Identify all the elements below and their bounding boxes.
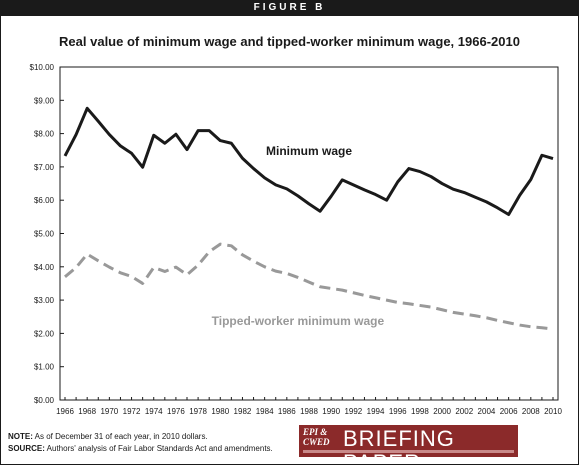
- y-tick-label: $9.00: [34, 96, 55, 105]
- y-tick-label: $7.00: [34, 163, 55, 172]
- chart-title: Real value of minimum wage and tipped-wo…: [59, 34, 520, 49]
- series-label-tipped-worker: Tipped-worker minimum wage: [212, 314, 385, 328]
- x-tick-label: 1988: [300, 407, 318, 416]
- y-tick-label: $10.00: [30, 63, 55, 72]
- x-tick-label: 1984: [256, 407, 274, 416]
- logo-name-text: BRIEFING PAPER: [343, 426, 455, 458]
- source-text: Authors' analysis of Fair Labor Standard…: [44, 444, 273, 453]
- x-tick-label: 2000: [433, 407, 451, 416]
- y-tick-label: $2.00: [34, 329, 55, 338]
- x-tick-label: 2008: [522, 407, 540, 416]
- source-label: SOURCE:: [8, 444, 45, 453]
- chart-notes: NOTE: As of December 31 of each year, in…: [8, 431, 273, 455]
- x-tick-label: 1986: [278, 407, 296, 416]
- y-tick-label: $8.00: [34, 130, 55, 139]
- series-lines: [63, 106, 554, 331]
- y-tick-label: $0.00: [34, 396, 55, 405]
- x-tick-label: 1966: [56, 407, 74, 416]
- logo-epi-text: EPI &: [303, 427, 328, 437]
- x-tick-label: 2010: [544, 407, 562, 416]
- x-tick-label: 1990: [322, 407, 340, 416]
- x-tick-label: 2006: [500, 407, 518, 416]
- series-label-minimum-wage: Minimum wage: [266, 144, 352, 158]
- x-tick-label: 1980: [211, 407, 229, 416]
- y-tick-label: $4.00: [34, 263, 55, 272]
- note-label: NOTE:: [8, 432, 33, 441]
- x-tick-label: 2002: [455, 407, 473, 416]
- x-tick-label: 1970: [100, 407, 118, 416]
- note-line: NOTE: As of December 31 of each year, in…: [8, 431, 273, 443]
- series-line-minimum-wage: [63, 106, 554, 217]
- x-tick-label: 1998: [411, 407, 429, 416]
- y-tick-label: $5.00: [34, 230, 55, 239]
- y-tick-label: $3.00: [34, 296, 55, 305]
- logo-cwed-text: CWED: [303, 437, 330, 447]
- briefing-paper-logo: EPI & CWED BRIEFING PAPER: [299, 425, 518, 457]
- y-tick-label: $6.00: [34, 196, 55, 205]
- x-tick-label: 1972: [123, 407, 141, 416]
- x-tick-label: 1994: [367, 407, 385, 416]
- logo-tagline-bar: [303, 450, 514, 453]
- source-line: SOURCE: Authors' analysis of Fair Labor …: [8, 443, 273, 455]
- figure-label: FIGURE B: [0, 0, 579, 16]
- x-tick-labels: 1966 1968 1970 1972 1974 1976 1978 1980 1982 1984…: [56, 407, 562, 416]
- x-tick-label: 1976: [167, 407, 185, 416]
- x-tick-label: 1996: [389, 407, 407, 416]
- x-tick-label: 1974: [145, 407, 163, 416]
- plot-area-border: [59, 66, 559, 401]
- y-tick-labels: $0.00 $1.00 $2.00 $3.00 $4.00 $5.00 $6.00 $7.00…: [30, 63, 55, 405]
- series-annotations: Minimum wage Tipped-worker minimum wage: [212, 144, 385, 328]
- x-tick-label: 1982: [234, 407, 252, 416]
- x-tick-label: 1968: [78, 407, 96, 416]
- y-tick-label: $1.00: [34, 363, 55, 372]
- chart-axes: [59, 66, 559, 401]
- x-tick-label: 2004: [478, 407, 496, 416]
- x-tick-label: 1978: [189, 407, 207, 416]
- x-tick-label: 1992: [344, 407, 362, 416]
- note-text: As of December 31 of each year, in 2010 …: [32, 432, 208, 441]
- series-line-tipped-worker: [64, 242, 554, 331]
